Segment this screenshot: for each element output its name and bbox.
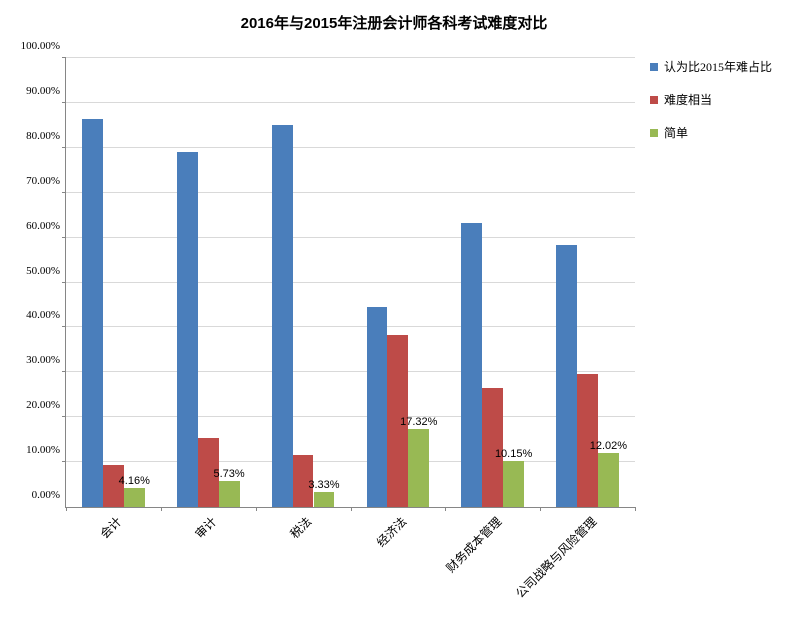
bar-group: 税法3.33% bbox=[256, 58, 351, 507]
y-tick-label: 30.00% bbox=[26, 354, 60, 366]
legend-swatch bbox=[650, 96, 658, 104]
bar: 5.73% bbox=[219, 481, 240, 507]
bar-group: 财务成本管理10.15% bbox=[445, 58, 540, 507]
data-label: 10.15% bbox=[495, 448, 532, 460]
legend-item: 简单 bbox=[650, 124, 772, 141]
bar-group: 经济法17.32% bbox=[351, 58, 446, 507]
bar: 17.32% bbox=[408, 429, 429, 507]
y-tick-label: 0.00% bbox=[32, 489, 60, 501]
data-label: 12.02% bbox=[590, 440, 627, 452]
bar-group: 会计4.16% bbox=[66, 58, 161, 507]
legend-item: 难度相当 bbox=[650, 91, 772, 108]
x-category-label: 税法 bbox=[286, 513, 315, 542]
bar bbox=[482, 388, 503, 507]
bar bbox=[461, 223, 482, 507]
legend-label: 难度相当 bbox=[664, 91, 712, 108]
bar bbox=[556, 245, 577, 507]
x-category-label: 审计 bbox=[191, 513, 220, 542]
chart-container: 2016年与2015年注册会计师各科考试难度对比 0.00%10.00%20.0… bbox=[0, 0, 788, 635]
legend-swatch bbox=[650, 129, 658, 137]
y-tick-label: 100.00% bbox=[21, 40, 60, 52]
data-label: 4.16% bbox=[119, 475, 150, 487]
bar-group: 审计5.73% bbox=[161, 58, 256, 507]
bar: 4.16% bbox=[124, 488, 145, 507]
bar-group: 公司战略与风险管理12.02% bbox=[540, 58, 635, 507]
data-label: 3.33% bbox=[308, 479, 339, 491]
y-tick-label: 60.00% bbox=[26, 220, 60, 232]
legend-label: 认为比2015年难占比 bbox=[664, 58, 772, 75]
bar: 12.02% bbox=[598, 453, 619, 507]
bar: 3.33% bbox=[314, 492, 335, 507]
plot-area: 0.00%10.00%20.00%30.00%40.00%50.00%60.00… bbox=[65, 58, 635, 508]
data-label: 5.73% bbox=[213, 468, 244, 480]
y-tick-label: 20.00% bbox=[26, 399, 60, 411]
chart-title: 2016年与2015年注册会计师各科考试难度对比 bbox=[0, 12, 788, 33]
x-category-label: 财务成本管理 bbox=[442, 513, 505, 576]
bar: 10.15% bbox=[503, 461, 524, 507]
legend-swatch bbox=[650, 63, 658, 71]
legend-item: 认为比2015年难占比 bbox=[650, 58, 772, 75]
y-tick-label: 90.00% bbox=[26, 85, 60, 97]
bar bbox=[177, 152, 198, 507]
y-tick-label: 70.00% bbox=[26, 175, 60, 187]
x-category-label: 经济法 bbox=[372, 513, 409, 550]
y-tick-label: 80.00% bbox=[26, 130, 60, 142]
bar bbox=[272, 125, 293, 507]
x-category-label: 公司战略与风险管理 bbox=[511, 513, 599, 601]
data-label: 17.32% bbox=[400, 416, 437, 428]
y-tick-label: 50.00% bbox=[26, 265, 60, 277]
legend: 认为比2015年难占比难度相当简单 bbox=[650, 58, 772, 157]
legend-label: 简单 bbox=[664, 124, 688, 141]
y-tick-label: 40.00% bbox=[26, 309, 60, 321]
x-category-label: 会计 bbox=[96, 513, 125, 542]
bar bbox=[367, 307, 388, 507]
y-tick-label: 10.00% bbox=[26, 444, 60, 456]
bar bbox=[82, 119, 103, 507]
